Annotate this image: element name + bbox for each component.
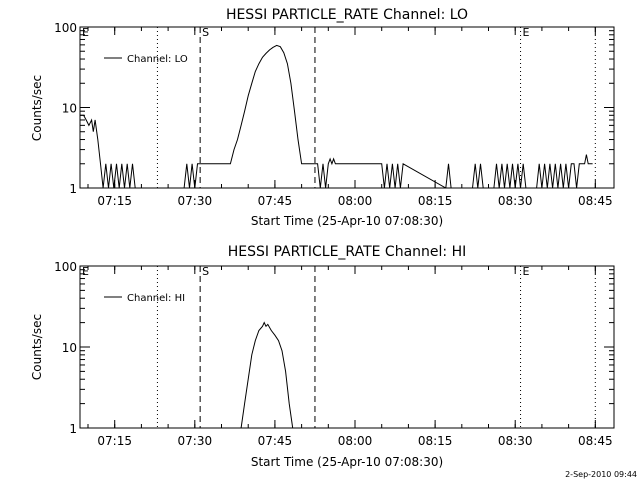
x-tick-label: 08:00	[338, 194, 373, 208]
legend-label: Channel: LO	[127, 54, 188, 65]
y-tick-label: 100	[54, 21, 77, 35]
x-tick-label: 08:45	[578, 434, 613, 448]
x-tick-label: 08:15	[418, 434, 453, 448]
y-tick-label: 100	[54, 260, 77, 274]
y-tick-label: 1	[69, 182, 77, 196]
y-axis-label: Counts/sec	[30, 75, 44, 141]
chart-title: HESSI PARTICLE_RATE Channel: HI	[228, 244, 466, 260]
legend-label: Channel: HI	[127, 293, 185, 304]
marker-label: E	[523, 265, 530, 278]
x-tick-label: 08:45	[578, 194, 613, 208]
x-tick-label: 07:45	[258, 434, 293, 448]
y-tick-label: 10	[62, 341, 77, 355]
y-tick-label: 10	[62, 102, 77, 116]
x-tick-label: 07:15	[97, 434, 132, 448]
series-line-hi	[240, 321, 294, 428]
marker-label: S	[202, 26, 209, 39]
x-tick-label: 08:00	[338, 434, 373, 448]
x-axis-label: Start Time (25-Apr-10 07:08:30)	[251, 455, 443, 469]
x-tick-label: 07:30	[178, 194, 213, 208]
marker-label: E	[523, 26, 530, 39]
x-tick-label: 08:30	[498, 194, 533, 208]
x-axis-label: Start Time (25-Apr-10 07:08:30)	[251, 214, 443, 228]
x-tick-label: 07:45	[258, 194, 293, 208]
plot-frame	[79, 265, 615, 429]
footer-date: 2-Sep-2010 09:44	[565, 470, 637, 479]
x-tick-label: 07:15	[97, 194, 132, 208]
series-line-lo	[80, 44, 593, 188]
marker-label: S	[202, 265, 209, 278]
panel-lo-channel: HESSI PARTICLE_RATE Channel: LO Counts/s…	[30, 7, 615, 228]
x-tick-label: 07:30	[178, 434, 213, 448]
y-axis-label: Counts/sec	[30, 314, 44, 380]
x-tick-label: 08:15	[418, 194, 453, 208]
panel-hi-channel: HESSI PARTICLE_RATE Channel: HI Counts/s…	[30, 244, 615, 469]
chart-title: HESSI PARTICLE_RATE Channel: LO	[226, 7, 468, 23]
x-tick-label: 08:30	[498, 434, 533, 448]
marker-label: E	[82, 26, 89, 39]
marker-label: E	[82, 265, 89, 278]
y-tick-label: 1	[69, 422, 77, 436]
